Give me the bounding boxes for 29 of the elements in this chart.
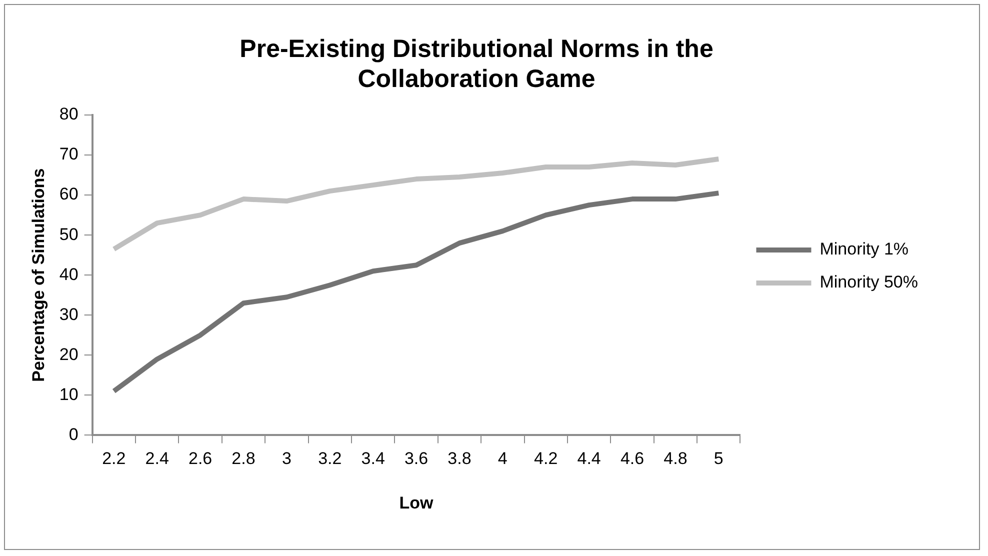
- x-tick-label: 4.2: [534, 449, 558, 468]
- y-tick-label: 10: [59, 384, 78, 404]
- x-tick-label: 3.2: [318, 449, 342, 468]
- x-tick-label: 2.8: [232, 449, 256, 468]
- x-tick-label: 2.4: [145, 449, 169, 468]
- y-tick-label: 80: [59, 104, 78, 124]
- legend-label: Minority 1%: [820, 240, 909, 259]
- legend-label: Minority 50%: [820, 272, 918, 292]
- x-tick-label: 2.2: [102, 449, 126, 468]
- x-tick-label: 3.4: [361, 449, 385, 468]
- x-tick-label: 3: [282, 449, 292, 468]
- x-tick-label: 3.6: [404, 449, 428, 468]
- y-tick-label: 40: [59, 264, 78, 284]
- y-tick-label: 0: [68, 424, 78, 444]
- x-tick-label: 4.6: [620, 449, 644, 468]
- y-tick-label: 30: [59, 304, 78, 324]
- x-tick-label: 4: [498, 449, 508, 468]
- x-tick-label: 4.8: [664, 449, 688, 468]
- x-tick-label: 5: [714, 449, 724, 468]
- x-axis-title: Low: [399, 493, 434, 512]
- y-tick-label: 70: [59, 144, 78, 164]
- y-tick-label: 50: [59, 224, 78, 244]
- x-tick-label: 2.6: [188, 449, 212, 468]
- y-tick-label: 20: [59, 344, 78, 364]
- x-tick-label: 3.8: [448, 449, 472, 468]
- chart-title: Pre-Existing Distributional Norms in the Collaboration Game: [240, 34, 714, 93]
- x-tick-label: 4.4: [577, 449, 601, 468]
- y-tick-label: 60: [59, 184, 78, 204]
- y-axis-title: Percentage of Simulations: [28, 168, 48, 382]
